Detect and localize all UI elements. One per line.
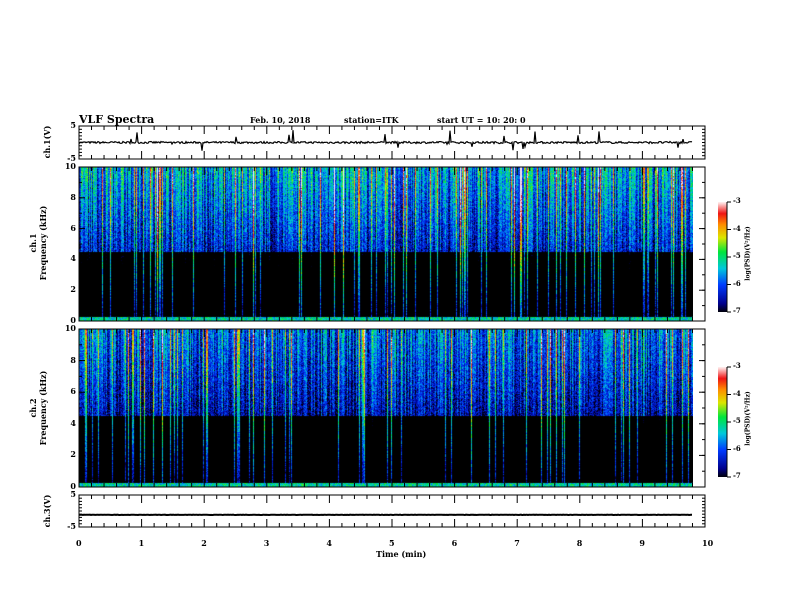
freq-label: Frequency (kHz) [38, 370, 48, 446]
x-tick-label: 7 [514, 538, 520, 548]
x-tick-label: 4 [326, 538, 332, 548]
y-tick-label: -5 [67, 153, 76, 163]
date-label: Feb. 10, 2018 [250, 115, 311, 125]
x-tick-label: 8 [576, 538, 583, 548]
ch1-label: ch.1 [28, 233, 38, 253]
y-tick-label: 4 [70, 417, 76, 428]
x-tick-label: 6 [451, 538, 458, 548]
y-tick-label: 8 [70, 191, 76, 202]
y-tick-label: 2 [70, 284, 76, 295]
colorbar-tick-label: -6 [733, 443, 741, 453]
station-label: station=ITK [344, 115, 399, 125]
x-tick-label: 10 [702, 538, 714, 548]
x-tick-label: 1 [138, 538, 145, 548]
ch2-spectrogram-image [79, 329, 693, 487]
ch1-spectrogram-image [79, 167, 693, 321]
y-tick-label: 5 [70, 120, 76, 130]
colorbar-tick-label: -5 [733, 251, 741, 260]
colorbar-ch2 [718, 367, 727, 477]
y-tick-label: 2 [70, 449, 76, 460]
colorbar-tick-label: -7 [733, 471, 741, 480]
y-tick-label: 10 [64, 161, 76, 171]
start-time-label: start UT = 10: 20: 0 [437, 115, 526, 125]
y-tick-label: 0 [70, 481, 76, 491]
ch1-waveform-trace [78, 130, 693, 151]
ch2-label: ch.2 [28, 398, 38, 418]
colorbar-label-ch2: log(PSD)(V²/Hz) [744, 391, 752, 446]
y-tick-label: 6 [70, 222, 76, 233]
colorbar-tick-label: -3 [733, 196, 741, 205]
ch1-freq-ylabel: ch.1 Frequency (kHz) [28, 203, 48, 283]
colorbar-tick-label: -4 [733, 223, 741, 233]
panel-frame-ch1-spectrogram [78, 166, 706, 322]
y-tick-label: -5 [67, 521, 76, 531]
colorbar-tick-label: -4 [733, 388, 741, 398]
figure-title: VLF Spectra [79, 113, 155, 126]
y-tick-label: 5 [70, 489, 76, 499]
y-tick-label: 8 [70, 354, 76, 365]
freq-label: Frequency (kHz) [38, 205, 48, 281]
x-tick-label: 2 [201, 538, 207, 548]
x-axis-label: Time (min) [376, 549, 427, 559]
colorbar-label-ch1: log(PSD)(V²/Hz) [744, 226, 752, 281]
y-tick-label: 6 [70, 386, 76, 397]
ch3-ylabel: ch.3(V) [42, 494, 52, 528]
colorbar-tick-label: -6 [733, 278, 741, 288]
y-tick-label: 0 [70, 315, 76, 325]
colorbar-tick-label: -5 [733, 416, 741, 425]
colorbar-tick-label: -7 [733, 306, 741, 315]
x-tick-label: 9 [639, 538, 645, 548]
colorbar-ch1 [718, 202, 727, 312]
y-tick-label: 4 [70, 253, 76, 264]
panel-frame-ch2-spectrogram [78, 328, 706, 488]
ch1-ylabel: ch.1(V) [42, 125, 52, 159]
x-tick-label: 0 [76, 538, 82, 548]
ch2-freq-ylabel: ch.2 Frequency (kHz) [28, 368, 48, 448]
x-tick-label: 3 [263, 538, 270, 548]
x-tick-label: 5 [389, 538, 395, 548]
y-tick-label: 10 [64, 323, 76, 333]
colorbar-tick-label: -3 [733, 361, 741, 370]
